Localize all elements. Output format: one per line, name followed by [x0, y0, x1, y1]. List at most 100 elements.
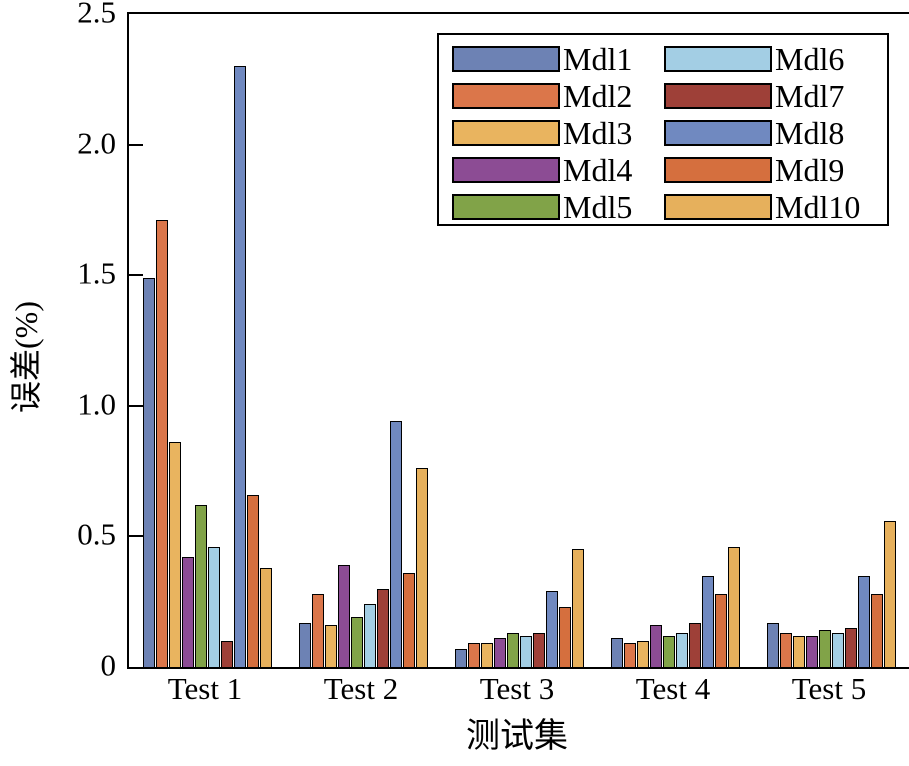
x-tick-label: Test 1 [167, 671, 243, 706]
legend-swatch [664, 156, 772, 183]
bar-mdl8-test-1 [233, 66, 246, 667]
bar-mdl10-test-5 [883, 521, 896, 667]
bar-mdl4-test-5 [805, 636, 818, 667]
legend-item-mdl3: Mdl3 [452, 114, 664, 151]
bar-mdl8-test-2 [389, 421, 402, 667]
legend-swatch [452, 119, 560, 146]
legend-item-mdl6: Mdl6 [664, 40, 887, 77]
bar-mdl7-test-3 [532, 633, 545, 667]
y-axis-tick [129, 404, 143, 407]
bar-group-test-5 [766, 521, 896, 667]
legend-label: Mdl4 [563, 151, 633, 188]
legend-swatch [452, 82, 560, 109]
bar-mdl4-test-1 [181, 557, 194, 667]
y-tick-label: 1.0 [77, 386, 116, 422]
legend: Mdl1 Mdl2 Mdl3 Mdl4 Mdl5 Mdl6 Mdl7 Mdl8 Mdl9 Mdl1… [437, 33, 889, 226]
legend-label: Mdl9 [775, 151, 845, 188]
bar-mdl6-test-3 [519, 636, 532, 667]
legend-label: Mdl3 [563, 114, 633, 151]
legend-swatch [452, 193, 560, 220]
bar-mdl6-test-4 [675, 633, 688, 667]
legend-label: Mdl6 [775, 40, 845, 77]
y-axis-tick [129, 143, 143, 146]
legend-label: Mdl7 [775, 77, 845, 114]
bar-mdl2-test-5 [779, 633, 792, 667]
bar-mdl3-test-4 [636, 641, 649, 667]
legend-label: Mdl8 [775, 114, 845, 151]
y-tick-label: 0 [100, 647, 117, 683]
legend-item-mdl10: Mdl10 [664, 188, 887, 225]
legend-label: Mdl5 [563, 188, 633, 225]
y-axis-tick [129, 274, 143, 277]
bar-mdl9-test-4 [714, 594, 727, 667]
bar-mdl1-test-1 [142, 278, 155, 667]
legend-swatch [664, 45, 772, 72]
legend-item-mdl5: Mdl5 [452, 188, 664, 225]
bar-mdl10-test-4 [727, 547, 740, 667]
bar-mdl8-test-3 [545, 591, 558, 667]
bar-mdl3-test-1 [168, 442, 181, 667]
legend-label: Mdl1 [563, 40, 633, 77]
bar-mdl5-test-1 [194, 505, 207, 667]
legend-item-mdl9: Mdl9 [664, 151, 887, 188]
x-tick-label: Test 3 [479, 671, 555, 706]
legend-swatch [452, 45, 560, 72]
bar-mdl6-test-2 [363, 604, 376, 667]
bar-mdl9-test-3 [558, 607, 571, 667]
bar-group-test-1 [142, 66, 272, 667]
y-tick-label: 1.5 [77, 255, 116, 291]
bar-mdl10-test-1 [259, 568, 272, 667]
bar-mdl2-test-1 [155, 220, 168, 667]
legend-swatch [664, 82, 772, 109]
bar-group-test-4 [610, 547, 740, 667]
bar-mdl8-test-5 [857, 576, 870, 667]
legend-swatch [664, 119, 772, 146]
bar-mdl3-test-3 [480, 643, 493, 667]
bar-mdl7-test-5 [844, 628, 857, 667]
bar-mdl2-test-2 [311, 594, 324, 667]
legend-item-mdl1: Mdl1 [452, 40, 664, 77]
legend-label: Mdl2 [563, 77, 633, 114]
legend-swatch [664, 193, 772, 220]
bar-mdl3-test-2 [324, 625, 337, 667]
bar-mdl10-test-3 [571, 549, 584, 667]
bar-mdl7-test-2 [376, 589, 389, 667]
legend-swatch [452, 156, 560, 183]
bar-mdl7-test-4 [688, 623, 701, 667]
bar-mdl1-test-4 [610, 638, 623, 667]
legend-item-mdl7: Mdl7 [664, 77, 887, 114]
bar-mdl6-test-1 [207, 547, 220, 667]
bar-mdl3-test-5 [792, 636, 805, 667]
bar-mdl2-test-4 [623, 643, 636, 667]
y-tick-label: 2.0 [77, 125, 116, 161]
legend-item-mdl2: Mdl2 [452, 77, 664, 114]
legend-label: Mdl10 [775, 188, 861, 225]
bar-mdl4-test-3 [493, 638, 506, 667]
bar-mdl1-test-2 [298, 623, 311, 667]
y-tick-label: 0.5 [77, 516, 116, 552]
bar-mdl9-test-5 [870, 594, 883, 667]
x-tick-label: Test 2 [323, 671, 399, 706]
bar-mdl10-test-2 [415, 468, 428, 667]
x-axis-label: 测试集 [466, 718, 568, 755]
bar-mdl6-test-5 [831, 633, 844, 667]
bar-mdl5-test-5 [818, 630, 831, 667]
bar-mdl9-test-2 [402, 573, 415, 667]
bar-mdl5-test-4 [662, 636, 675, 667]
bar-mdl8-test-4 [701, 576, 714, 667]
legend-item-mdl8: Mdl8 [664, 114, 887, 151]
bar-mdl1-test-3 [454, 649, 467, 667]
bar-mdl5-test-2 [350, 617, 363, 667]
bar-group-test-2 [298, 421, 428, 667]
bar-mdl4-test-4 [649, 625, 662, 667]
bar-mdl2-test-3 [467, 643, 480, 667]
bar-mdl7-test-1 [220, 641, 233, 667]
bar-mdl1-test-5 [766, 623, 779, 667]
bar-mdl5-test-3 [506, 633, 519, 667]
x-tick-label: Test 4 [635, 671, 711, 706]
y-axis-tick [129, 535, 143, 538]
y-tick-label: 2.5 [77, 0, 116, 30]
bar-group-test-3 [454, 549, 584, 667]
legend-item-mdl4: Mdl4 [452, 151, 664, 188]
